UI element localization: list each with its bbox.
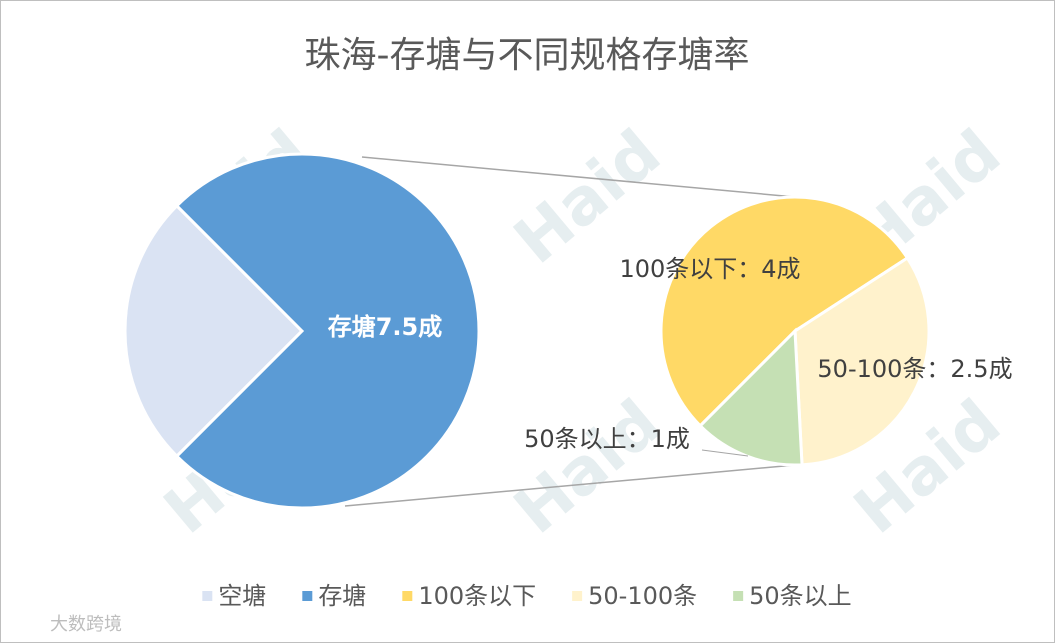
- legend-label: 存塘: [318, 582, 366, 610]
- legend-item: 50条以上: [733, 582, 852, 610]
- pie-slice: [659, 195, 910, 428]
- data-label: 100条以下：4成: [619, 255, 800, 283]
- plot-area: 存塘7.5成 100条以下：4成 50-100条：2.5成 50条以上：1成: [123, 152, 1013, 510]
- pie-slice: [793, 255, 931, 467]
- legend-label: 50-100条: [588, 582, 697, 610]
- connector-line: [344, 464, 796, 507]
- legend-swatch: [733, 591, 744, 601]
- legend-label: 空塘: [218, 582, 266, 610]
- pie-slice: [174, 152, 481, 510]
- legend-swatch: [302, 591, 313, 601]
- connector-line: [361, 156, 796, 198]
- legend-swatch: [572, 591, 583, 601]
- leader-line: [701, 449, 749, 457]
- data-label: 50条以上：1成: [524, 425, 690, 453]
- legend-swatch: [402, 591, 413, 601]
- legend-item: 100条以下: [402, 582, 536, 610]
- chart-title: 珠海-存塘与不同规格存塘率: [305, 35, 750, 76]
- legend-label: 50条以上: [749, 582, 852, 610]
- legend-label: 100条以下: [418, 582, 536, 610]
- legend: 空塘 存塘 100条以下 50-100条 50条以上: [202, 582, 852, 610]
- legend-swatch: [202, 591, 213, 601]
- legend-item: 存塘: [302, 582, 366, 610]
- data-label: 50-100条：2.5成: [817, 355, 1012, 383]
- legend-item: 50-100条: [572, 582, 697, 610]
- footer-watermark: 大数跨境: [50, 614, 122, 635]
- pie-slice: [123, 203, 305, 459]
- data-label: 存塘7.5成: [328, 313, 443, 341]
- legend-item: 空塘: [202, 582, 266, 610]
